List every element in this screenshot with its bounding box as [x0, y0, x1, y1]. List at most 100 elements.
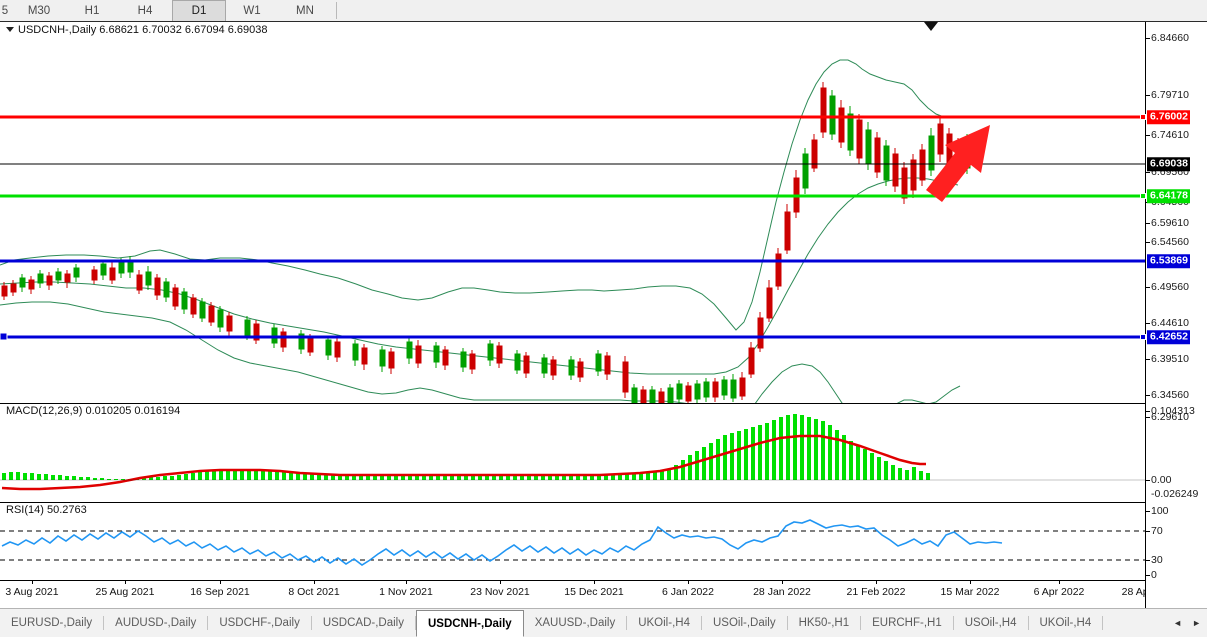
time-tick	[970, 580, 971, 584]
pivot-2-price-label[interactable]: 6.42652	[1147, 330, 1190, 344]
time-label: 15 Mar 2022	[940, 586, 1000, 598]
tab-xauusd-daily[interactable]: XAUUSD-,Daily	[534, 617, 616, 629]
time-label: 16 Sep 2021	[190, 586, 250, 598]
rsi-pane[interactable]: RSI(14) 50.2763	[0, 502, 1145, 581]
tab-divider	[626, 616, 628, 630]
time-label: 28 Apr 2022	[1121, 586, 1145, 598]
time-tick	[1059, 580, 1060, 584]
timeframe-button-d1[interactable]: D1	[172, 0, 226, 21]
tab-eurusd-daily[interactable]: EURUSD-,Daily	[11, 617, 93, 629]
time-label: 8 Oct 2021	[288, 586, 340, 598]
support-handle[interactable]	[1140, 193, 1146, 199]
macd-histogram	[2, 414, 930, 480]
pivot-2-handle[interactable]	[1140, 334, 1146, 340]
symbol-tab-bar: EURUSD-,Daily AUDUSD-,Daily USDCHF-,Dail…	[0, 608, 1207, 637]
time-tick	[220, 580, 221, 584]
tab-divider	[207, 616, 209, 630]
candlestick-series	[1, 82, 971, 403]
time-tick	[406, 580, 407, 584]
tab-nav-buttons: ◄ ►	[1173, 609, 1207, 637]
tab-divider	[786, 616, 788, 630]
bollinger-lower-band	[0, 301, 961, 403]
tab-divider	[860, 616, 862, 630]
time-tick	[782, 580, 783, 584]
tab-eurchf-h1[interactable]: EURCHF-,H1	[872, 617, 942, 629]
price-tick: 6.44610	[1151, 316, 1189, 329]
chart-frame: USDCNH-,Daily 6.68621 6.70032 6.67094 6.…	[0, 21, 1207, 609]
timeframe-button-m30[interactable]: M30	[27, 4, 51, 17]
price-tick: 6.74610	[1151, 128, 1189, 141]
macd-pane[interactable]: MACD(12,26,9) 0.010205 0.016194	[0, 403, 1145, 503]
price-tick: 6.34560	[1151, 388, 1189, 401]
chart-title-text: USDCNH-,Daily 6.68621 6.70032 6.67094 6.…	[18, 24, 268, 36]
tab-usdcnh-daily[interactable]: USDCNH-,Daily	[415, 610, 524, 637]
timeframe-button-h1[interactable]: H1	[84, 4, 100, 17]
macd-chart-svg	[0, 414, 1145, 491]
tab-usdcad-daily[interactable]: USDCAD-,Daily	[322, 617, 404, 629]
tab-ukoil-h4-2[interactable]: UKOil-,H4	[1039, 617, 1092, 629]
price-scale[interactable]: 6.84660 6.79710 6.74610 6.69560 6.64560 …	[1140, 22, 1207, 609]
tab-divider	[310, 616, 312, 630]
time-label: 25 Aug 2021	[95, 586, 155, 598]
time-label: 6 Jan 2022	[662, 586, 714, 598]
rsi-tick: 70	[1151, 524, 1163, 537]
tab-usdchf-daily[interactable]: USDCHF-,Daily	[219, 617, 300, 629]
time-tick	[876, 580, 877, 584]
tab-divider	[414, 616, 416, 630]
price-tick: 6.59610	[1151, 216, 1189, 229]
support-price-label[interactable]: 6.64178	[1147, 189, 1190, 203]
tab-divider	[700, 616, 702, 630]
time-label: 23 Nov 2021	[470, 586, 530, 598]
tab-scroll-right-icon[interactable]: ►	[1192, 618, 1201, 628]
time-label: 3 Aug 2021	[5, 586, 59, 598]
time-label: 1 Nov 2021	[379, 586, 433, 598]
time-tick	[32, 580, 33, 584]
resistance-price-label[interactable]: 6.76002	[1147, 110, 1190, 124]
time-axis: 3 Aug 2021 25 Aug 2021 16 Sep 2021 8 Oct…	[0, 580, 1145, 609]
time-label: 15 Dec 2021	[564, 586, 624, 598]
tab-usoil-h4[interactable]: USOil-,H4	[964, 617, 1017, 629]
rsi-label: RSI(14) 50.2763	[5, 504, 88, 516]
macd-tick: 0.104313	[1151, 404, 1195, 417]
tab-ukoil-h4[interactable]: UKOil-,H4	[638, 617, 690, 629]
timeframe-button-w1[interactable]: W1	[243, 4, 261, 17]
toolbar-divider	[336, 2, 337, 19]
price-pane[interactable]: USDCNH-,Daily 6.68621 6.70032 6.67094 6.…	[0, 22, 1145, 404]
resistance-handle[interactable]	[1140, 114, 1146, 120]
chart-plot-area[interactable]: USDCNH-,Daily 6.68621 6.70032 6.67094 6.…	[0, 22, 1145, 609]
tab-scroll-left-icon[interactable]: ◄	[1173, 618, 1183, 628]
tab-audusd-daily[interactable]: AUDUSD-,Daily	[115, 617, 197, 629]
triangle-down-icon[interactable]	[6, 27, 14, 32]
time-label: 21 Feb 2022	[846, 586, 906, 598]
timeframe-button-mn[interactable]: MN	[296, 4, 314, 17]
timeframe-button-m5[interactable]: 5	[1, 4, 9, 17]
time-tick	[314, 580, 315, 584]
up-arrow-annotation[interactable]	[926, 125, 990, 202]
timeframe-toolbar: 5 M30 H1 H4 D1 W1 MN	[0, 0, 1207, 22]
tab-divider	[1027, 616, 1029, 630]
pivot-1-price-label[interactable]: 6.53869	[1147, 254, 1190, 268]
rsi-line	[1, 519, 1003, 566]
macd-tick: -0.026249	[1151, 487, 1199, 500]
pivot-line-2-handle[interactable]	[0, 332, 8, 341]
down-triangle-marker[interactable]	[924, 22, 938, 31]
timeframe-button-h4[interactable]: H4	[137, 4, 153, 17]
time-tick	[500, 580, 501, 584]
tab-divider	[952, 616, 954, 630]
rsi-tick: 100	[1151, 504, 1169, 517]
time-tick	[594, 580, 595, 584]
macd-label: MACD(12,26,9) 0.010205 0.016194	[5, 405, 182, 417]
tab-usoil-daily[interactable]: USOil-,Daily	[712, 617, 776, 629]
rsi-chart-svg	[0, 519, 1145, 566]
price-tick: 6.69560	[1151, 165, 1189, 178]
time-label: 6 Apr 2022	[1033, 586, 1085, 598]
price-tick: 6.49560	[1151, 280, 1189, 293]
chart-title-bar: USDCNH-,Daily 6.68621 6.70032 6.67094 6.…	[5, 24, 269, 36]
tab-hk50-h1[interactable]: HK50-,H1	[798, 617, 850, 629]
last-price-label: 6.69038	[1147, 157, 1190, 171]
tab-divider	[103, 616, 105, 630]
time-tick	[688, 580, 689, 584]
price-tick: 6.84660	[1151, 31, 1189, 44]
time-tick	[125, 580, 126, 584]
